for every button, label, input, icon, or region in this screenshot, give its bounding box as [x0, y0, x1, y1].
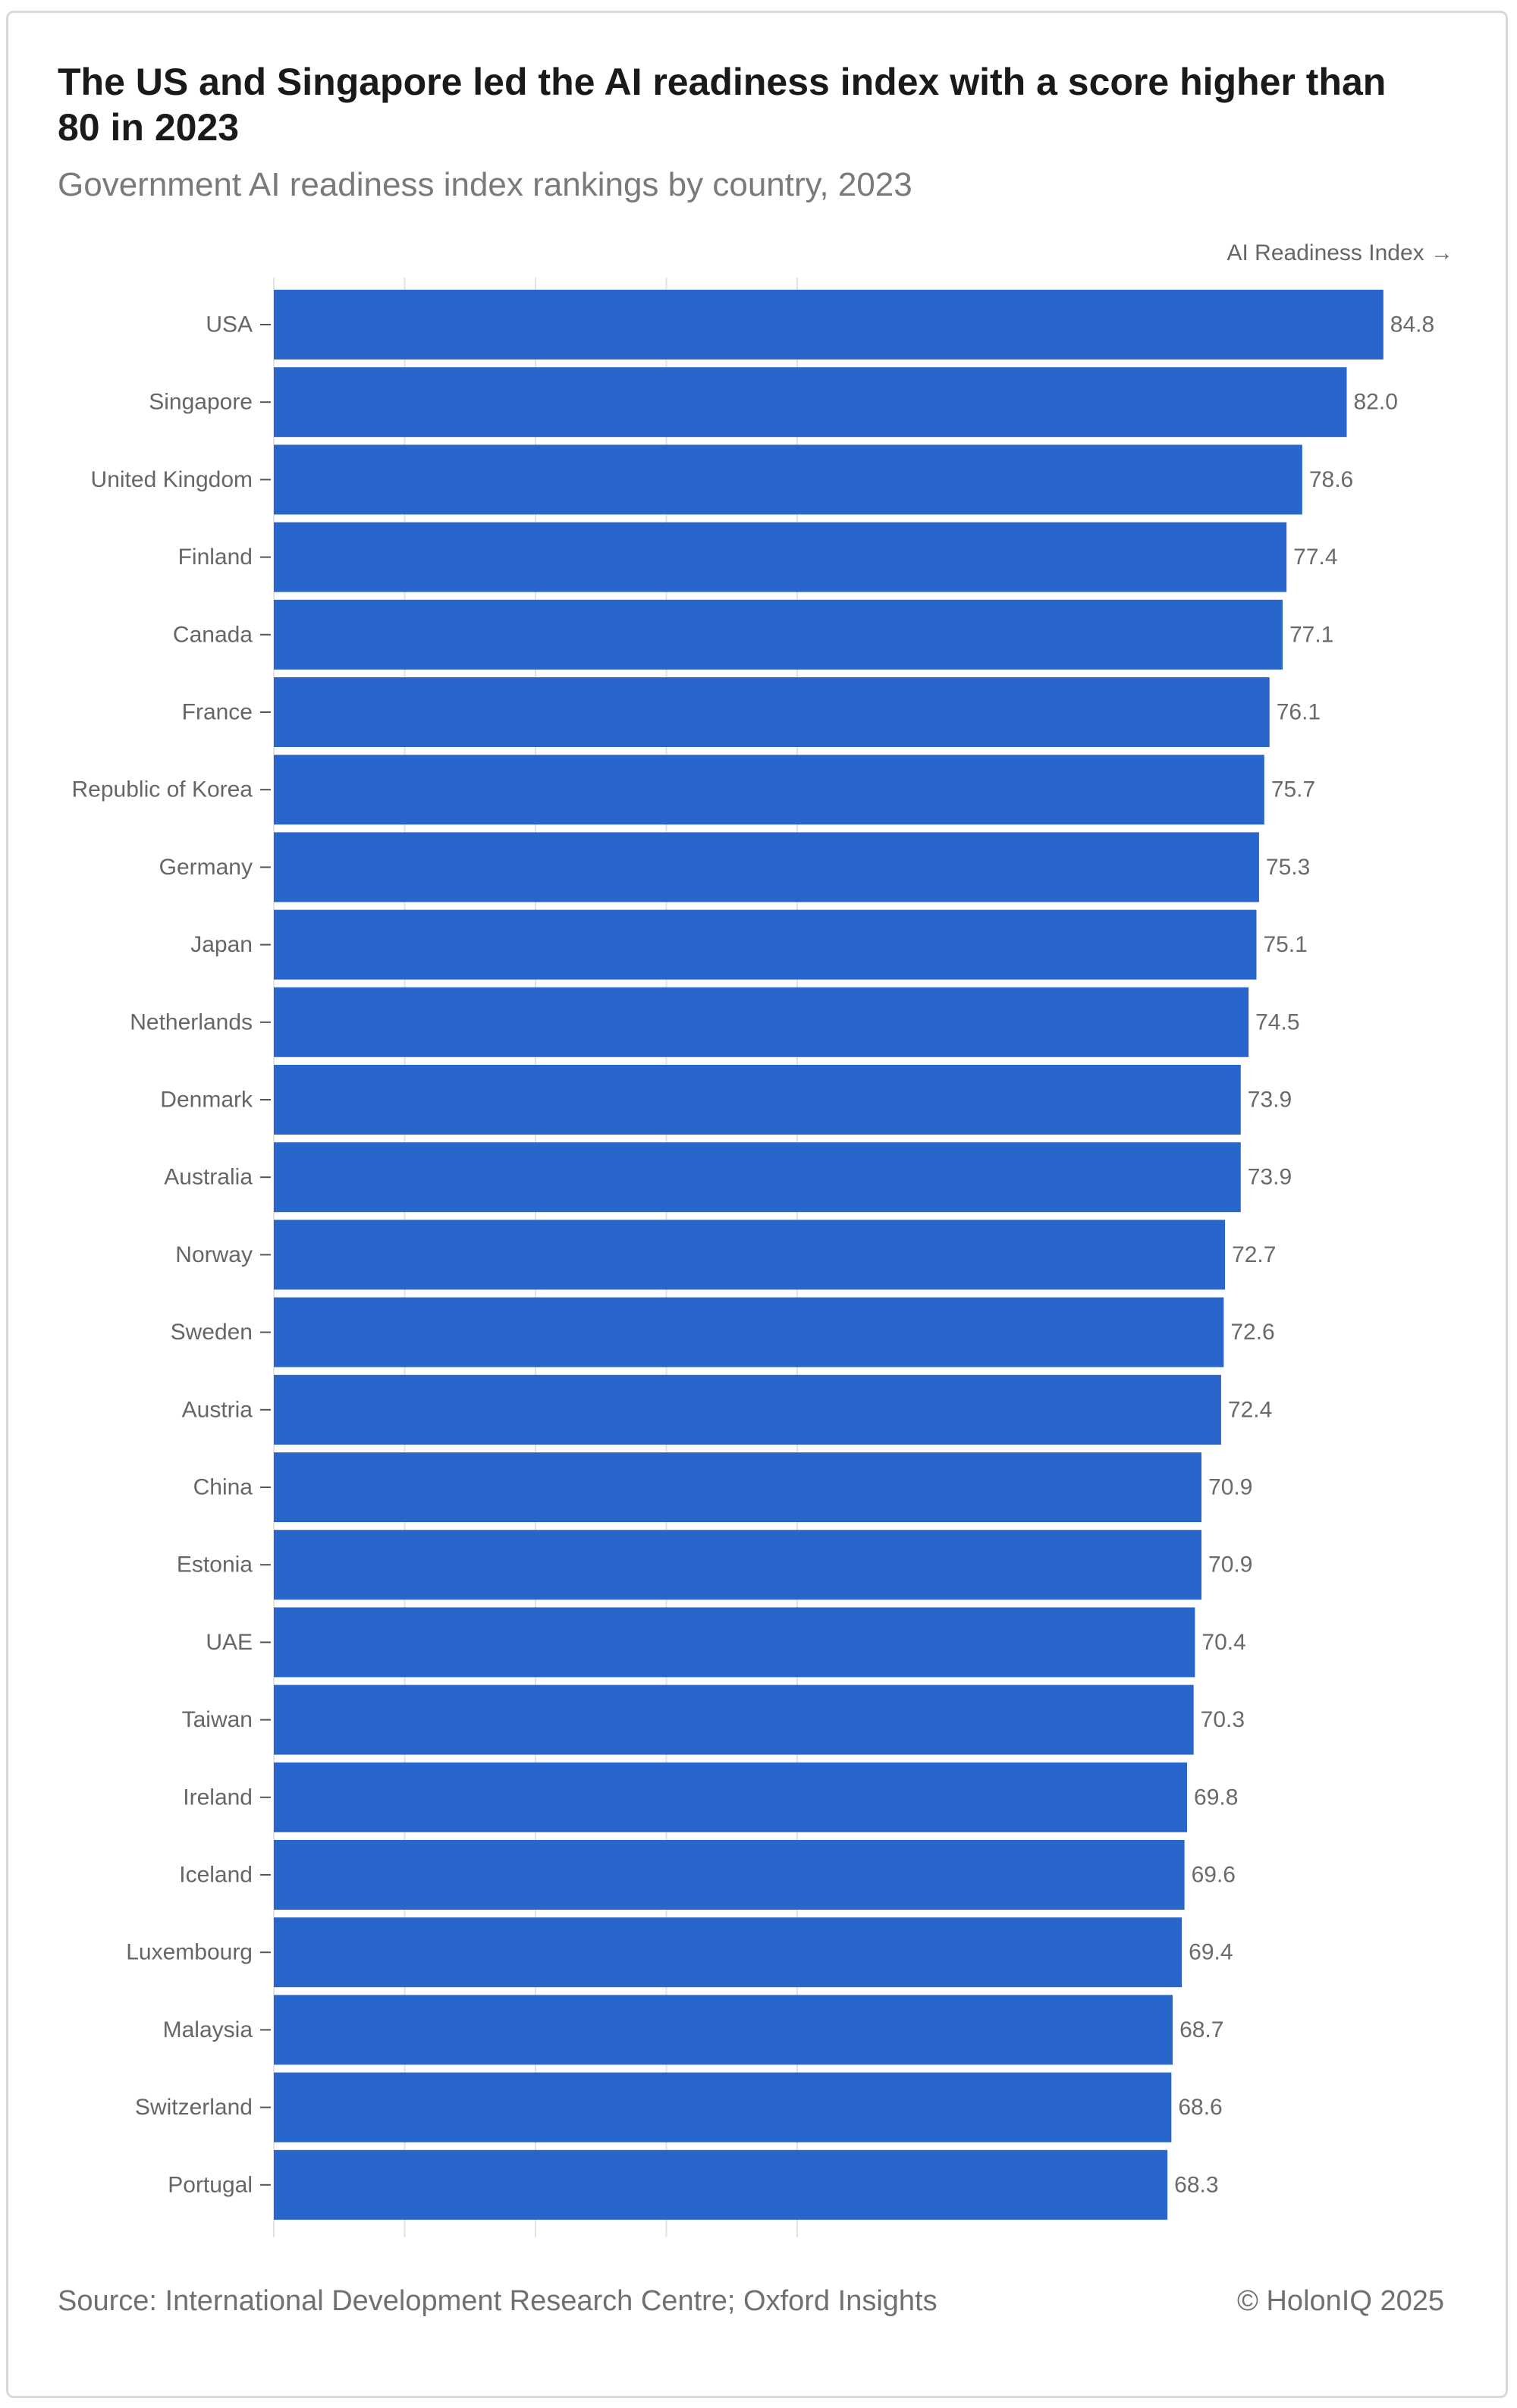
bar-japan	[274, 909, 1257, 980]
bar-uae	[274, 1607, 1195, 1678]
data-label: 76.1	[1277, 700, 1321, 725]
data-label: 72.7	[1232, 1242, 1276, 1267]
bar-germany	[274, 832, 1259, 903]
category-label: Estonia	[177, 1552, 253, 1578]
chart-subtitle: Government AI readiness index rankings b…	[58, 166, 912, 203]
data-label: 69.8	[1194, 1785, 1238, 1810]
category-label: United Kingdom	[91, 467, 253, 492]
category-label: France	[182, 700, 253, 725]
data-label: 68.6	[1178, 2095, 1222, 2120]
bar-republic-of-korea	[274, 755, 1264, 825]
bar-taiwan	[274, 1684, 1194, 1755]
category-label: Portugal	[168, 2172, 253, 2197]
bar-switzerland	[274, 2072, 1172, 2143]
bar-finland	[274, 522, 1287, 592]
data-label: 69.4	[1189, 1940, 1233, 1965]
bar-canada	[274, 599, 1283, 670]
bar-china	[274, 1452, 1202, 1522]
category-label: Sweden	[171, 1320, 253, 1345]
bar-sweden	[274, 1297, 1224, 1367]
category-label: Denmark	[160, 1088, 253, 1113]
data-label: 70.9	[1208, 1552, 1252, 1578]
category-label: Norway	[175, 1242, 253, 1267]
category-label: China	[193, 1475, 253, 1500]
data-label: 84.8	[1390, 312, 1434, 337]
bar-luxembourg	[274, 1917, 1183, 1988]
category-label: Switzerland	[135, 2095, 253, 2120]
data-label: 72.6	[1230, 1320, 1274, 1345]
data-label: 73.9	[1248, 1165, 1292, 1190]
data-label: 75.7	[1271, 777, 1315, 802]
category-label: Austria	[182, 1397, 253, 1422]
data-label: 69.6	[1192, 1863, 1236, 1888]
category-label: Malaysia	[163, 2017, 253, 2042]
category-label: Australia	[164, 1165, 253, 1190]
bar-denmark	[274, 1065, 1241, 1135]
category-label: USA	[206, 312, 253, 337]
data-label: 68.3	[1174, 2172, 1218, 2197]
data-label: 70.3	[1201, 1707, 1245, 1732]
category-label: Finland	[178, 545, 253, 570]
category-label: Singapore	[149, 390, 253, 415]
data-label: 77.4	[1293, 545, 1337, 570]
copyright-credit: © HolonIQ 2025	[1236, 2285, 1444, 2317]
category-label: Japan	[190, 932, 253, 957]
data-label: 73.9	[1248, 1088, 1292, 1113]
data-label: 68.7	[1179, 2017, 1223, 2042]
bar-norway	[274, 1220, 1226, 1290]
bar-singapore	[274, 367, 1347, 438]
x-axis-title: AI Readiness Index →	[1226, 240, 1454, 265]
bar-iceland	[274, 1840, 1185, 1910]
bar-ireland	[274, 1762, 1188, 1832]
data-label: 78.6	[1309, 467, 1353, 492]
chart-title: The US and Singapore led the AI readines…	[58, 61, 1387, 149]
bar-usa	[274, 290, 1384, 359]
bar-portugal	[274, 2149, 1168, 2220]
category-label: Netherlands	[130, 1009, 253, 1034]
category-label: Iceland	[179, 1863, 253, 1888]
category-label: UAE	[206, 1630, 253, 1655]
bar-malaysia	[274, 1995, 1173, 2065]
data-label: 72.4	[1228, 1397, 1272, 1422]
bar-australia	[274, 1142, 1241, 1213]
data-label: 82.0	[1354, 390, 1398, 415]
bar-netherlands	[274, 987, 1249, 1057]
data-label: 75.3	[1266, 855, 1310, 880]
bar-united-kingdom	[274, 444, 1302, 515]
data-label: 75.1	[1263, 932, 1307, 957]
data-label: 77.1	[1289, 622, 1333, 647]
data-label: 70.9	[1208, 1475, 1252, 1500]
bar-austria	[274, 1374, 1221, 1445]
bar-france	[274, 677, 1270, 747]
category-label: Canada	[173, 622, 253, 647]
category-label: Luxembourg	[126, 1940, 253, 1965]
data-label: 74.5	[1255, 1009, 1299, 1034]
bar-estonia	[274, 1530, 1202, 1600]
category-label: Republic of Korea	[72, 777, 253, 802]
data-label: 70.4	[1201, 1630, 1245, 1655]
category-label: Taiwan	[182, 1707, 253, 1732]
category-label: Ireland	[183, 1785, 253, 1810]
source-note: Source: International Development Resear…	[58, 2285, 938, 2317]
category-label: Germany	[159, 855, 253, 880]
